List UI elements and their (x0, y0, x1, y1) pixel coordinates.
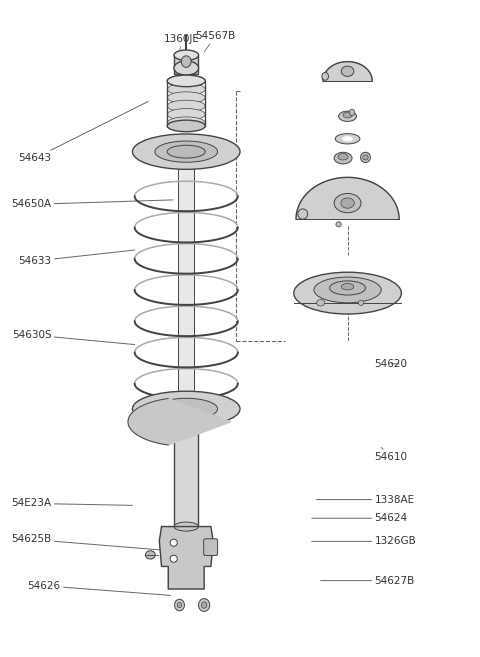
Ellipse shape (177, 602, 182, 608)
Text: 54567B: 54567B (195, 32, 236, 52)
Text: 54627B: 54627B (321, 576, 415, 585)
Ellipse shape (334, 152, 352, 164)
Polygon shape (296, 177, 399, 219)
Ellipse shape (132, 391, 240, 426)
Ellipse shape (175, 599, 184, 611)
Text: 54610: 54610 (374, 447, 408, 462)
Ellipse shape (343, 137, 352, 141)
Ellipse shape (167, 108, 205, 120)
Ellipse shape (155, 141, 217, 162)
Ellipse shape (360, 152, 371, 162)
Text: 54625B: 54625B (12, 534, 166, 551)
Ellipse shape (132, 134, 240, 170)
Polygon shape (128, 399, 231, 445)
Ellipse shape (341, 198, 354, 208)
Ellipse shape (167, 75, 205, 87)
Ellipse shape (363, 155, 368, 160)
Ellipse shape (145, 551, 156, 559)
Ellipse shape (349, 109, 355, 116)
Text: 54626: 54626 (28, 581, 170, 595)
Ellipse shape (341, 283, 354, 290)
Text: 54643: 54643 (19, 101, 148, 163)
Ellipse shape (202, 602, 207, 608)
Ellipse shape (336, 222, 341, 227)
Ellipse shape (174, 522, 198, 531)
Ellipse shape (335, 133, 360, 144)
Ellipse shape (314, 277, 381, 303)
Ellipse shape (298, 209, 308, 219)
Ellipse shape (155, 398, 217, 420)
Ellipse shape (167, 83, 205, 95)
Text: 1338AE: 1338AE (316, 495, 415, 505)
Ellipse shape (167, 120, 205, 131)
Text: 54633: 54633 (19, 250, 135, 266)
Ellipse shape (170, 555, 177, 562)
Ellipse shape (167, 117, 205, 129)
Text: 1360JE: 1360JE (164, 34, 200, 52)
Ellipse shape (174, 61, 199, 75)
Ellipse shape (181, 56, 191, 68)
Text: 54630S: 54630S (12, 330, 135, 344)
FancyBboxPatch shape (174, 424, 198, 526)
FancyBboxPatch shape (174, 55, 198, 74)
Text: 54620: 54620 (374, 359, 408, 369)
Ellipse shape (330, 281, 365, 295)
Ellipse shape (294, 272, 401, 314)
Ellipse shape (167, 75, 205, 87)
Text: 1326GB: 1326GB (312, 536, 416, 547)
Ellipse shape (322, 72, 328, 80)
Ellipse shape (199, 599, 210, 612)
Ellipse shape (359, 300, 364, 306)
FancyBboxPatch shape (178, 152, 194, 422)
Ellipse shape (317, 300, 324, 306)
Ellipse shape (341, 66, 354, 76)
FancyBboxPatch shape (204, 539, 217, 556)
Ellipse shape (338, 111, 357, 122)
Ellipse shape (338, 154, 348, 160)
Ellipse shape (334, 193, 361, 213)
Text: 54624: 54624 (312, 513, 408, 523)
Polygon shape (159, 526, 213, 589)
Ellipse shape (167, 92, 205, 103)
Ellipse shape (167, 145, 205, 158)
Text: 54650A: 54650A (12, 199, 173, 210)
Ellipse shape (343, 112, 352, 118)
Ellipse shape (167, 101, 205, 112)
Ellipse shape (174, 50, 199, 60)
Ellipse shape (170, 539, 177, 546)
Text: 54E23A: 54E23A (12, 499, 132, 509)
Polygon shape (323, 62, 372, 81)
